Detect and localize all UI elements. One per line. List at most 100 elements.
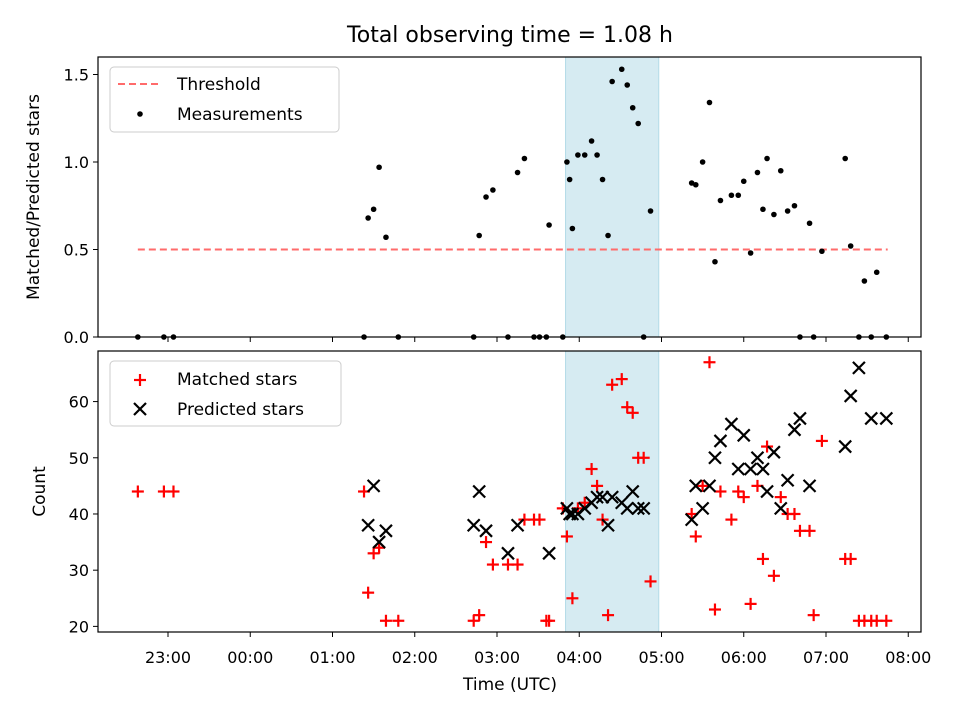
predicted-star-point [780,473,795,488]
legend-threshold-label: Threshold [176,75,261,95]
predicted-star-point [684,512,699,527]
observing-window-span [565,56,660,338]
predicted-star-point [879,411,894,426]
matched-star-point [708,603,721,616]
measurement-point [747,250,754,256]
measurement-point [370,206,377,213]
matched-star-point [685,507,698,520]
count-y-axis-label: Count [30,466,50,517]
measurement-point [647,208,654,214]
measurement-point [706,99,713,106]
measurement-point [618,66,625,73]
predicted-star-point [743,462,758,476]
measurement-point [819,248,825,255]
matched-star-point [566,592,579,605]
matched-star-point [703,356,716,369]
predicted-star-point [601,518,615,532]
ratio-panel: 0.0 0.5 1.0 1.5 Matched/Predicted stars Thr… [24,56,922,347]
count-plot-frame [97,350,922,633]
predicted-star-point [472,484,486,499]
matched-star-point [744,597,757,610]
matched-star-point [379,614,392,627]
predicted-star-point [724,417,739,431]
measurement-point [712,258,718,265]
predicted-star-point [793,411,807,426]
x-tick-label: 00:00 [227,648,273,667]
predicted-star-point [731,462,746,476]
predicted-star-point [838,439,852,454]
count-y-ticks: 20 30 40 50 60 [69,393,98,636]
matched-star-point [533,513,546,526]
measurement-point [735,192,742,199]
x-axis-label: Time (UTC) [462,675,557,695]
matched-star-point [689,530,702,543]
matched-star-point [626,406,639,419]
ratio-plot-frame [97,56,922,338]
measurement-point [728,192,735,199]
measurement-point [624,82,631,88]
x-tick-label: 01:00 [309,648,355,667]
predicted-star-point [773,501,788,516]
measurement-point [692,181,699,188]
predicted-star-point [361,518,375,532]
measurement-point [383,234,389,241]
matched-star-point [637,451,650,464]
matched-star-point [591,479,604,492]
matched-star-point [644,575,657,588]
matched-star-point [578,496,591,509]
matched-star-point [767,569,780,582]
predicted-star-point [688,479,703,493]
measurement-point [564,159,570,165]
measurement-point [717,197,724,204]
measurement-point [635,120,641,127]
matched-star-point [732,485,745,498]
predicted-star-point [542,546,556,561]
measurement-point [777,167,784,174]
matched-star-point [788,507,801,520]
measurement-point [791,202,798,209]
matched-star-point [560,530,573,543]
measurement-point [605,232,611,239]
measurement-point [629,104,636,111]
matched-star-point [803,524,816,537]
ratio-marks [135,66,890,340]
predicted-star-point [736,428,751,443]
matched-star-point [131,485,144,498]
measurement-point [569,225,576,232]
x-tick-label: 04:00 [556,648,602,667]
measurement-point [566,176,573,183]
predicted-star-point [843,389,858,403]
measurement-point [861,278,868,284]
y-tick-label: 30 [69,561,89,580]
predicted-star-point [565,507,580,521]
legend-predicted-swatch [133,402,147,416]
legend-matched-label: Matched stars [177,370,297,390]
y-tick-label: 1.5 [64,66,89,85]
count-x-ticks: 23:00 00:00 01:00 02:00 03:00 04:00 05:00 06:00… [145,632,931,667]
matched-star-point [167,485,180,498]
predicted-star-point [787,422,802,437]
matched-star-point [373,541,386,554]
matched-star-point [756,552,769,565]
matched-star-point [480,536,493,549]
measurement-point [699,159,706,165]
x-tick-label: 05:00 [638,648,684,667]
measurement-point [476,232,482,239]
measurement-point [609,78,615,85]
matched-star-point [807,609,820,622]
ratio-y-ticks: 0.0 0.5 1.0 1.5 [64,66,98,347]
count-legend: Matched stars Predicted stars [109,360,342,427]
measurement-point [873,269,880,276]
measurement-point [806,220,813,227]
ratio-legend-box [109,66,340,133]
predicted-star-point [767,445,781,459]
x-tick-label: 07:00 [803,648,849,667]
matched-star-point [486,558,499,571]
predicted-star-point [605,490,619,504]
matched-star-point [585,463,598,476]
measurement-point [847,243,854,249]
predicted-star-point [760,484,774,499]
predicted-star-point [756,462,770,476]
count-panel: 20 30 40 50 60 23:00 00:00 01:00 02:00 03:00 04:0… [30,350,931,695]
ratio-x-ticks [167,337,909,342]
